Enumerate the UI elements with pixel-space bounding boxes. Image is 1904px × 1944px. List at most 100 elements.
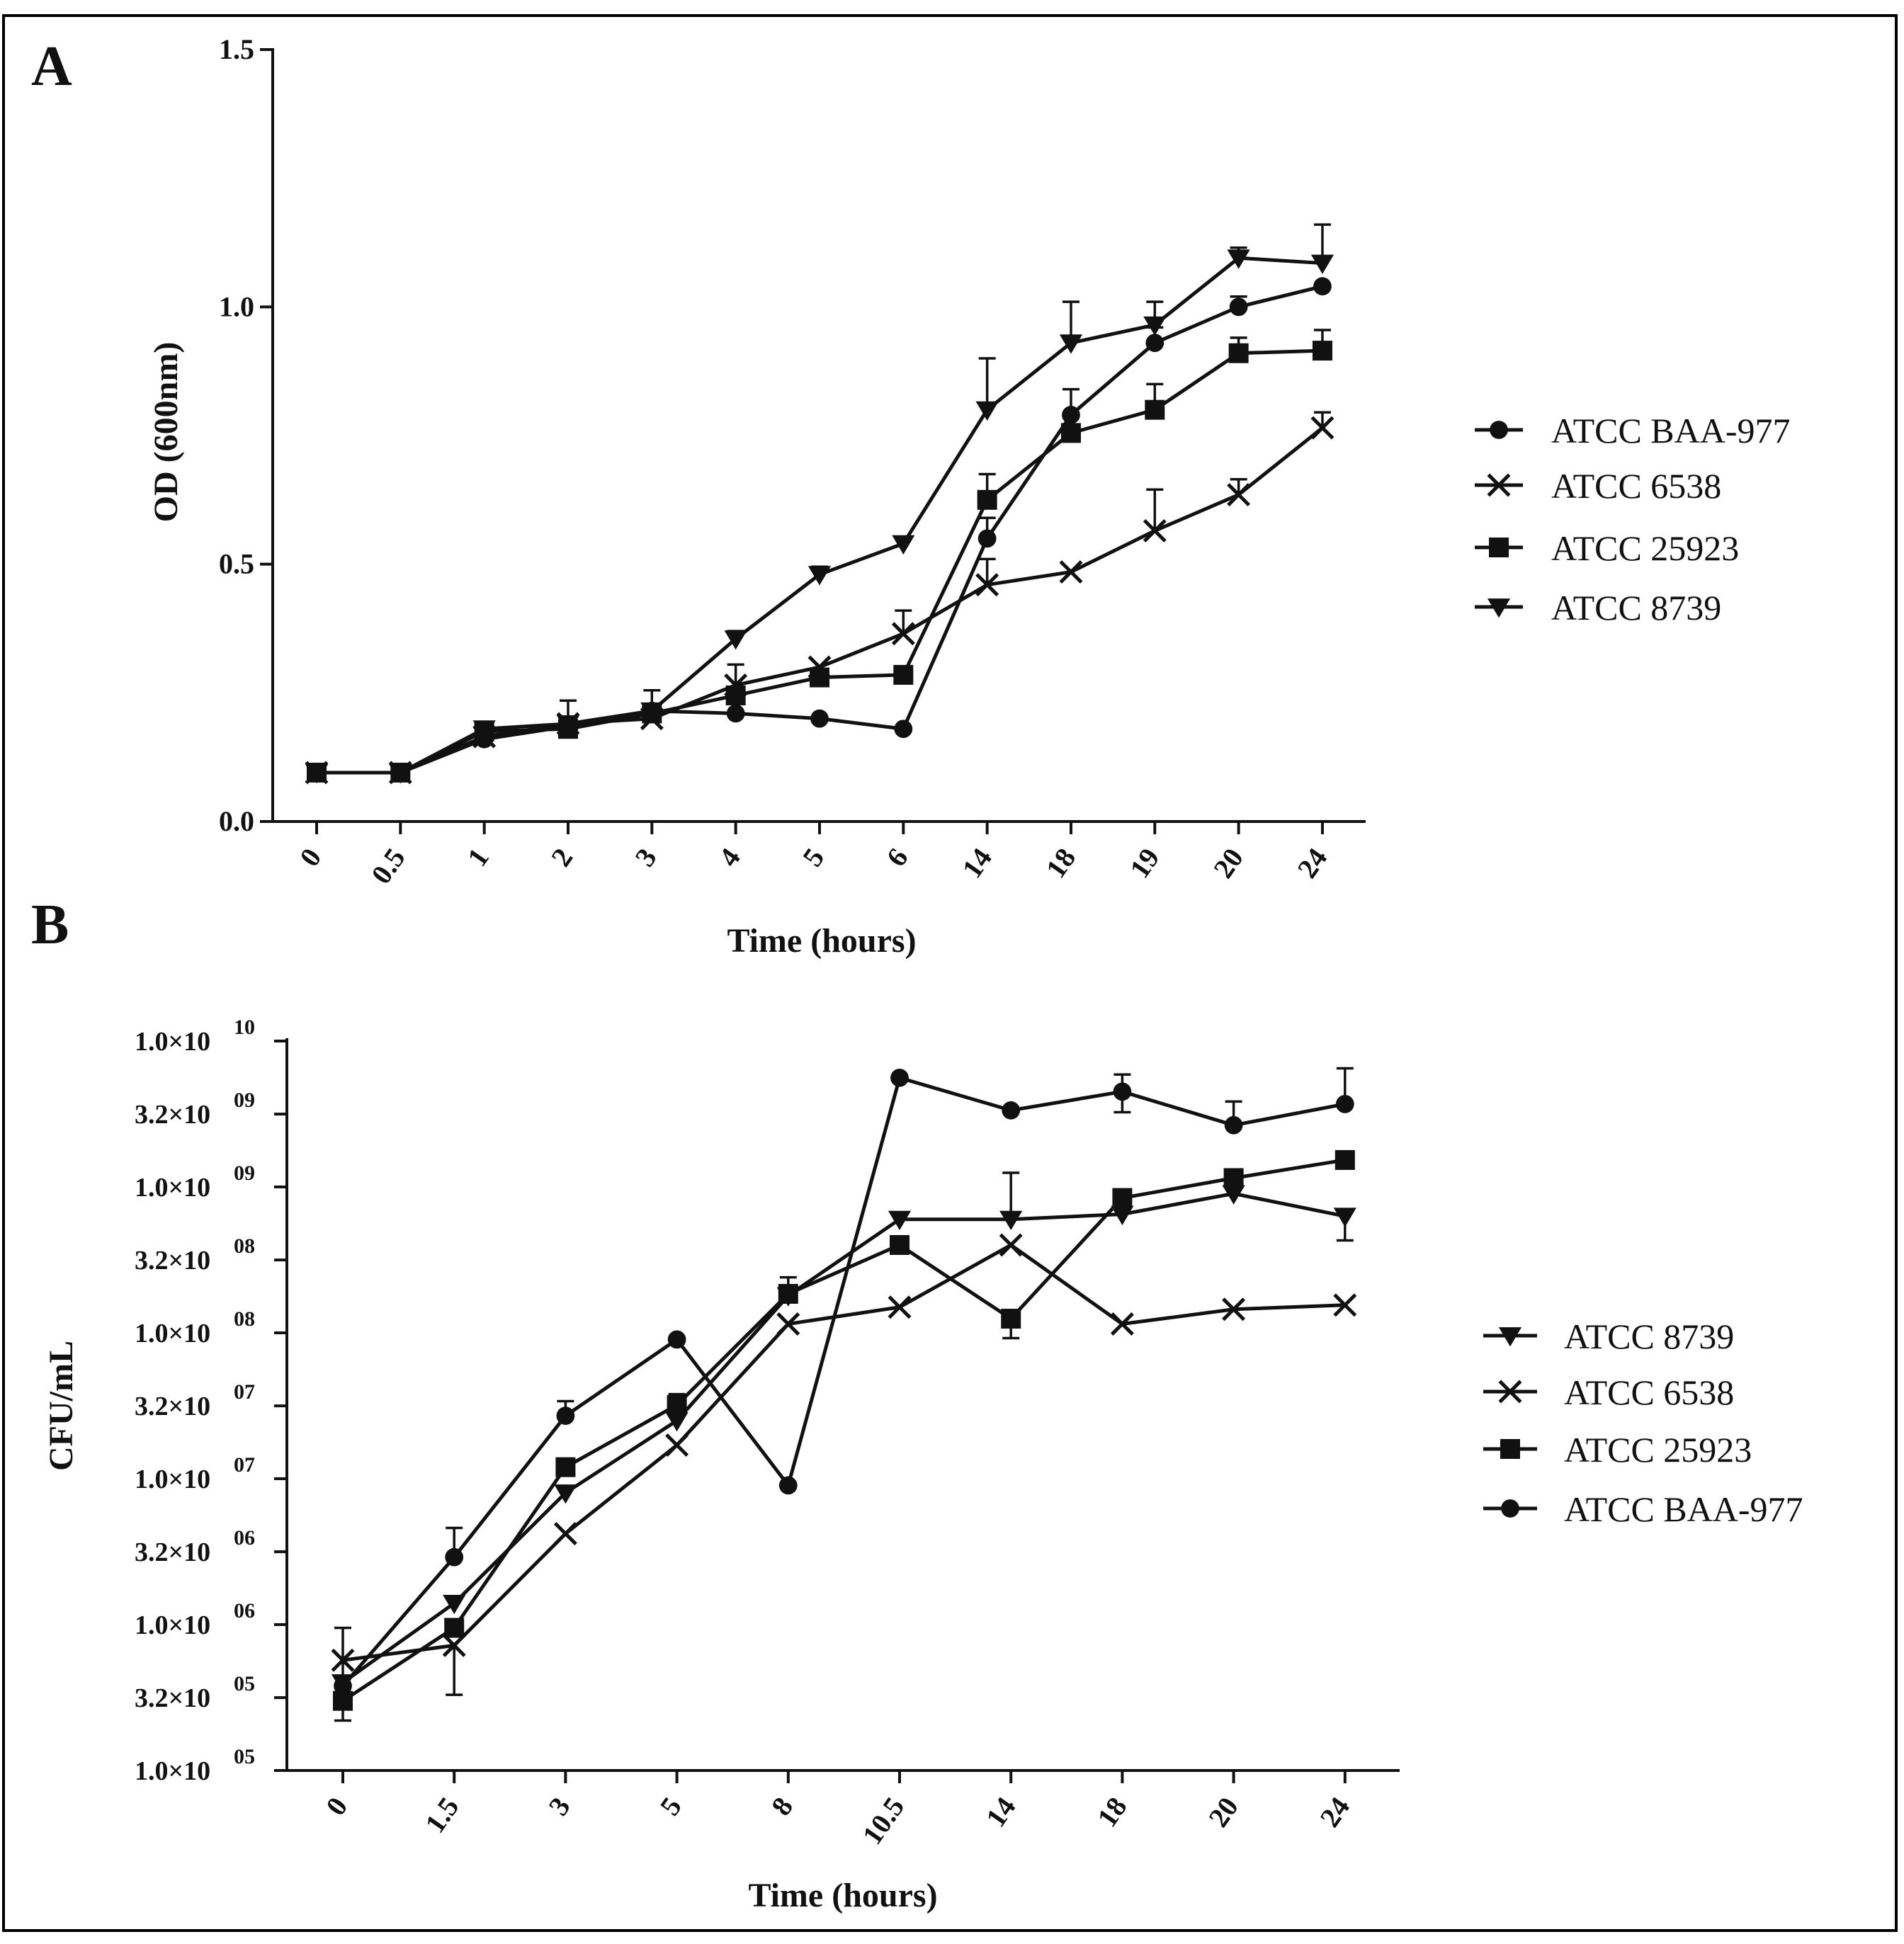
panel-b-x-tick-label: 1.5 <box>419 1791 465 1838</box>
panel-a-x-tick-label: 0 <box>293 842 327 872</box>
panel-b-series-atcc-8739-point <box>888 1210 912 1231</box>
panel-b-series-atcc-baa-977-point <box>445 1547 464 1567</box>
panel-b-series-atcc-25923-point <box>1223 1168 1244 1188</box>
panel-b-series-atcc-8739-line <box>341 1191 1346 1685</box>
panel-b-y-tick-label: 1.0×10 <box>135 1465 210 1494</box>
panel-b-series-atcc-baa-977-point <box>667 1330 686 1349</box>
panel-b-legend-atcc-baa-977-marker <box>1501 1499 1519 1518</box>
panel-b-series-atcc-6538-line <box>342 1243 1345 1662</box>
panel-a-series-atcc-baa-977-point <box>894 720 913 739</box>
panel-a-y-axis-label: OD (600nm) <box>147 342 185 523</box>
panel-a-legend-atcc-baa-977-marker <box>1490 421 1508 439</box>
panel-a-legend-atcc-6538-label: ATCC 6538 <box>1551 466 1721 506</box>
panel-b-legend-atcc-25923-label: ATCC 25923 <box>1564 1430 1752 1470</box>
panel-b-y-tick-label: 1.0×10 <box>135 1173 210 1203</box>
panel-b-series-atcc-baa-977-point <box>556 1406 575 1426</box>
panel-b-legend: ATCC 8739 ATCC 6538 ATCC 25923 ATCC BAA-977 <box>1483 1317 1803 1529</box>
panel-b-x-tick-label: 8 <box>765 1791 799 1821</box>
panel-b-series-atcc-6538-point <box>553 1522 577 1546</box>
panel-b-series-atcc-6538-point <box>442 1633 466 1657</box>
panel-a-series-atcc-8739-point <box>1227 249 1250 269</box>
panel-a-legend-atcc-baa-977-label: ATCC BAA-977 <box>1551 411 1791 450</box>
panel-a-legend: ATCC BAA-977 ATCC 6538 ATCC 25923 ATCC 8739 <box>1475 411 1791 627</box>
panel-b-x-tick-label: 3 <box>542 1791 576 1821</box>
panel-b-series-atcc-baa-977-point <box>890 1068 909 1087</box>
panel-b-plot: 1.0×10 053.2×10 051.0×10 063.2×10 061.0×10 07… <box>135 1016 1400 1851</box>
panel-a-series-atcc-8739-point <box>892 535 915 555</box>
panel-b-y-tick-exponent: 05 <box>234 1745 255 1768</box>
panel-b-series-atcc-6538-point <box>888 1295 912 1319</box>
panel-a-series-atcc-6538-point <box>1143 518 1167 542</box>
panel-a-series-atcc-baa-977-point <box>726 704 745 723</box>
panel-b-y-tick-exponent: 09 <box>234 1088 255 1112</box>
panel-b-legend-atcc-6538-label: ATCC 6538 <box>1564 1372 1734 1412</box>
panel-b-series-atcc-baa-977-point <box>1002 1101 1021 1120</box>
panel-b-y-axis-label: CFU/mL <box>42 1341 80 1471</box>
panel-b-series-atcc-8739-point <box>1333 1207 1356 1227</box>
panel-a-series-atcc-25923-point <box>1145 399 1165 420</box>
panel-b-series-atcc-25923-line <box>341 1158 1346 1703</box>
panel-a-x-tick-label: 19 <box>1123 842 1166 884</box>
panel-b-y-tick-label: 3.2×10 <box>135 1683 210 1713</box>
panel-a-legend-atcc-8739-label: ATCC 8739 <box>1551 588 1721 627</box>
panel-a-series-atcc-8739-point <box>305 764 329 784</box>
panel-b-series-atcc-25923-point <box>890 1234 910 1255</box>
panel-b-legend-atcc-8739-marker <box>1498 1327 1522 1347</box>
panel-b-x-tick-label: 14 <box>980 1791 1022 1833</box>
panel-a-x-tick-label: 5 <box>796 842 830 872</box>
panel-b-y-tick-exponent: 09 <box>234 1161 255 1185</box>
panel-b-series-atcc-baa-977-point <box>1113 1082 1132 1101</box>
panel-a-x-axis-label: Time (hours) <box>727 922 916 960</box>
panel-b-y-tick-label: 3.2×10 <box>135 1392 210 1421</box>
panel-a-series-atcc-8739-point <box>1143 316 1167 336</box>
panel-b-y-tick-label: 3.2×10 <box>135 1537 210 1567</box>
panel-a-x-tick-label: 3 <box>628 842 662 872</box>
panel-a-x-tick-label: 4 <box>713 842 747 872</box>
panel-a-x-tick-label: 1 <box>461 842 495 872</box>
panel-a-series-atcc-baa-977-point <box>1313 277 1332 296</box>
panel-b-y-tick-exponent: 08 <box>234 1307 255 1331</box>
panel-a-series-atcc-baa-977-line <box>317 284 1323 775</box>
panel-a-x-tick-label: 14 <box>956 842 998 884</box>
panel-b: B CFU/mL Time (hours) 1.0×10 05 3.2×10 05 1.… <box>31 894 1803 1914</box>
panel-b-series-atcc-6538-point <box>1222 1297 1246 1321</box>
panel-b-y-tick-label: 1.0×10 <box>135 1610 210 1640</box>
panel-b-y-tick-label: 1.0×10 <box>135 1027 210 1057</box>
panel-a-series-atcc-25923-point <box>977 489 997 510</box>
panel-a-series-atcc-25923-point <box>893 664 914 685</box>
panel-b-y-tick-label: 1.0×10 <box>135 1756 210 1786</box>
panel-a-series-atcc-25923-point <box>809 667 829 688</box>
panel-a-series-atcc-8739-point <box>724 630 747 650</box>
panel-a-y-tick-label: 1.5 <box>219 33 254 65</box>
panel-a-series-atcc-baa-977-point <box>1062 406 1080 424</box>
panel-b-legend-atcc-8739-label: ATCC 8739 <box>1564 1317 1734 1356</box>
panel-b-series-atcc-8739-point <box>999 1210 1023 1231</box>
figure-frame <box>2 14 1898 1932</box>
panel-a-series-atcc-baa-977-point <box>1145 334 1164 353</box>
panel-b-y-tick-exponent: 10 <box>234 1016 255 1039</box>
panel-b-series-atcc-baa-977-point <box>1224 1115 1243 1135</box>
panel-b-series-atcc-25923-point <box>444 1618 465 1638</box>
panel-b-series-atcc-8739-point <box>1222 1185 1245 1205</box>
panel-b-y-tick-label: 1.0×10 <box>135 1319 210 1348</box>
panel-a-x-tick-label: 6 <box>880 842 914 872</box>
panel-a-x-tick-label: 20 <box>1207 842 1250 884</box>
panel-b-legend-atcc-25923-marker <box>1500 1439 1520 1459</box>
panel-b-label: B <box>31 894 69 956</box>
panel-a-series-atcc-8739-point <box>1059 334 1083 354</box>
panel-b-y-tick-exponent: 08 <box>234 1234 255 1258</box>
panel-a: A OD (600nm) Time (hours) 0.00.51.01.50 0… <box>31 33 1791 960</box>
panel-a-label: A <box>31 35 72 98</box>
panel-a-series-atcc-25923-point <box>725 685 746 705</box>
panel-b-series-atcc-25923-point <box>1001 1309 1021 1329</box>
panel-a-series-atcc-25923-line <box>317 348 1323 775</box>
panel-b-series-atcc-25923-point <box>778 1283 798 1304</box>
panel-a-series-atcc-6538-point <box>975 573 999 597</box>
panel-a-series-atcc-8739-point <box>975 401 999 421</box>
panel-b-y-tick-exponent: 05 <box>234 1672 255 1695</box>
panel-b-series-atcc-8739-point <box>443 1594 466 1615</box>
panel-b-x-tick-label: 18 <box>1091 1791 1133 1833</box>
panel-a-series-atcc-25923-point <box>1060 423 1081 443</box>
panel-a-series-atcc-baa-977-point <box>810 709 829 728</box>
panel-a-legend-atcc-6538-marker <box>1487 473 1511 497</box>
